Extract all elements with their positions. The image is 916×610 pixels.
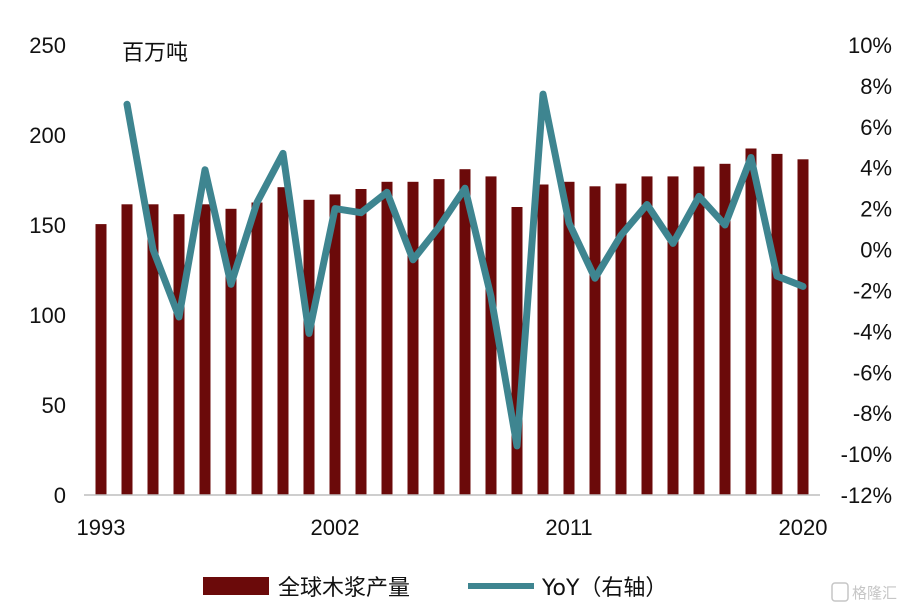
bar-1995: [147, 204, 159, 496]
bar-2020: [797, 159, 809, 496]
bar-2015: [667, 176, 679, 495]
yoy-line: [123, 90, 807, 450]
bar-2013: [615, 183, 627, 495]
legend: 全球木浆产量 YoY（右轴）: [203, 576, 667, 601]
bar-2000: [277, 187, 289, 495]
right-tick-label: 4%: [860, 156, 892, 181]
right-tick-label: 6%: [860, 115, 892, 140]
bar-2018: [745, 148, 757, 495]
right-tick-label: -8%: [853, 401, 892, 426]
bar-2006: [433, 179, 445, 495]
left-tick-label: 200: [29, 123, 66, 148]
bar-2016: [693, 166, 705, 495]
x-tick-label: 2002: [311, 515, 360, 540]
x-tick-label: 1993: [77, 515, 126, 540]
right-tick-label: 2%: [860, 197, 892, 222]
right-tick-label: 8%: [860, 74, 892, 99]
legend-bar-swatch: [203, 577, 269, 595]
left-tick-label: 0: [54, 483, 66, 508]
x-tick-label: 2011: [545, 515, 592, 540]
bar-2019: [771, 153, 783, 495]
left-tick-label: 250: [29, 33, 66, 58]
bar-2014: [641, 176, 653, 495]
bar-2003: [355, 189, 367, 495]
right-tick-label: -12%: [841, 483, 892, 508]
right-tick-label: -2%: [853, 279, 892, 304]
watermark: 格隆汇: [831, 582, 897, 602]
bar-2007: [459, 169, 471, 495]
bar-2008: [485, 176, 497, 495]
legend-bar-label: 全球木浆产量: [278, 576, 410, 601]
bar-series: [95, 148, 809, 496]
x-tick-label: 2020: [779, 515, 828, 540]
bar-2017: [719, 163, 731, 496]
bar-2010: [537, 184, 549, 495]
bar-1997: [199, 204, 211, 496]
unit-label: 百万吨: [122, 41, 188, 66]
right-axis-ticks: -12% -10% -8% -6% -4% -2% 0% 2% 4% 6% 8% 10%: [841, 33, 892, 508]
bar-1998: [225, 208, 237, 496]
left-tick-label: 150: [29, 213, 66, 238]
left-axis-ticks: 0 50 100 150 200 250: [29, 33, 66, 508]
right-tick-label: -6%: [853, 360, 892, 385]
x-axis-ticks: 1993 2002 2011 2020: [77, 515, 828, 540]
watermark-logo-icon: [831, 582, 849, 602]
bar-2005: [407, 181, 419, 496]
right-tick-label: 0%: [860, 238, 892, 263]
right-tick-label: -10%: [841, 442, 892, 467]
bar-2001: [303, 199, 315, 496]
bar-2002: [329, 194, 341, 495]
left-tick-label: 50: [42, 393, 66, 418]
bar-2012: [589, 186, 601, 496]
right-tick-label: -4%: [853, 319, 892, 344]
bar-1994: [121, 204, 133, 496]
bar-2011: [563, 181, 575, 496]
bar-2009: [511, 207, 523, 495]
legend-line-label: YoY（右轴）: [541, 576, 667, 601]
bar-1993: [95, 224, 107, 495]
right-tick-label: 10%: [848, 33, 892, 58]
bar-1999: [251, 202, 263, 495]
bar-1996: [173, 214, 185, 495]
bar-2004: [381, 181, 393, 496]
left-tick-label: 100: [29, 303, 66, 328]
watermark-text: 格隆汇: [852, 584, 897, 602]
